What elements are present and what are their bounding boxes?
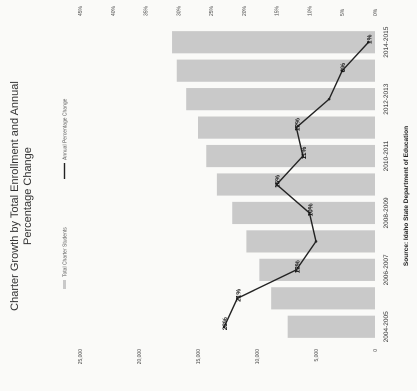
y-left-tick-label: 5,000 bbox=[314, 349, 320, 362]
x-tick-label: 2012-2013 bbox=[383, 83, 390, 114]
line-point bbox=[327, 97, 331, 101]
line-point bbox=[340, 69, 344, 72]
x-tick-label: 2004-2005 bbox=[383, 311, 390, 342]
y-right-tick-label: 35% bbox=[144, 5, 150, 16]
legend-swatch-bars bbox=[63, 280, 66, 289]
y-left-tick-label: 15,000 bbox=[196, 349, 202, 365]
bar-series bbox=[172, 31, 375, 338]
y-right-tick-label: 0% bbox=[373, 8, 379, 16]
y-left-tick-label: 25,000 bbox=[78, 349, 84, 365]
y-left-tick-label: 20,000 bbox=[137, 349, 143, 365]
line-point bbox=[236, 297, 239, 300]
data-label: 12% bbox=[294, 260, 301, 273]
y-right-tick-label: 30% bbox=[176, 5, 182, 16]
line-point bbox=[314, 240, 318, 243]
bar bbox=[176, 59, 375, 82]
y-right-tick-label: 45% bbox=[78, 5, 84, 16]
bar bbox=[287, 315, 375, 338]
line-series: 23% 21% 12% 10% 15% 11% 12% 6% 1% bbox=[222, 34, 373, 330]
x-tick-label: 2014-2015 bbox=[383, 26, 390, 57]
y-right-tick-label: 5% bbox=[340, 8, 346, 16]
line-point bbox=[222, 325, 226, 329]
bar bbox=[216, 173, 375, 196]
bar bbox=[186, 88, 375, 111]
data-label: 23% bbox=[222, 317, 229, 330]
line-point bbox=[295, 268, 298, 272]
y-left-tick-label: 10,000 bbox=[255, 349, 261, 365]
y-right-tick-label: 40% bbox=[111, 5, 117, 16]
legend-label-bars: Total Charter Students bbox=[63, 227, 69, 277]
y-right-tick-label: 25% bbox=[209, 5, 215, 16]
axis-ticks: 0 5,000 10,000 15,000 20,000 25,000 0% 5% 10% 15%… bbox=[78, 5, 390, 364]
x-tick-label: 2008-2009 bbox=[383, 197, 390, 228]
bar bbox=[206, 144, 375, 168]
y-left-tick-label: 0 bbox=[373, 349, 379, 352]
bar bbox=[271, 287, 375, 310]
bar bbox=[259, 258, 375, 281]
data-label: 11% bbox=[301, 147, 308, 160]
line-point bbox=[308, 211, 311, 215]
data-label: 6% bbox=[340, 63, 347, 73]
y-right-tick-label: 20% bbox=[242, 5, 248, 16]
data-label: 21% bbox=[235, 289, 242, 302]
bar bbox=[246, 230, 375, 253]
y-right-tick-label: 10% bbox=[307, 5, 313, 16]
data-label: 15% bbox=[275, 175, 282, 188]
line-point bbox=[295, 126, 298, 129]
data-label: 10% bbox=[307, 203, 314, 216]
line-point bbox=[367, 40, 370, 44]
x-tick-label: 2010-2011 bbox=[383, 140, 390, 171]
bar bbox=[232, 201, 375, 225]
bar bbox=[172, 31, 375, 54]
chart-title-line-1: Charter Growth by Total Enrollment and A… bbox=[9, 81, 21, 311]
y-right-tick-label: 15% bbox=[275, 5, 281, 16]
data-label: 12% bbox=[294, 118, 301, 131]
x-tick-label: 2006-2007 bbox=[383, 254, 390, 285]
legend-label-line: Annual Percentage Change bbox=[63, 98, 69, 160]
line-point bbox=[301, 154, 305, 158]
chart-source: Source: Idaho State Department of Educat… bbox=[403, 126, 410, 266]
chart-title-line-2: Percentage Change bbox=[22, 147, 34, 245]
line-point bbox=[275, 183, 278, 186]
data-label: 1% bbox=[366, 34, 373, 44]
bar bbox=[198, 116, 375, 139]
